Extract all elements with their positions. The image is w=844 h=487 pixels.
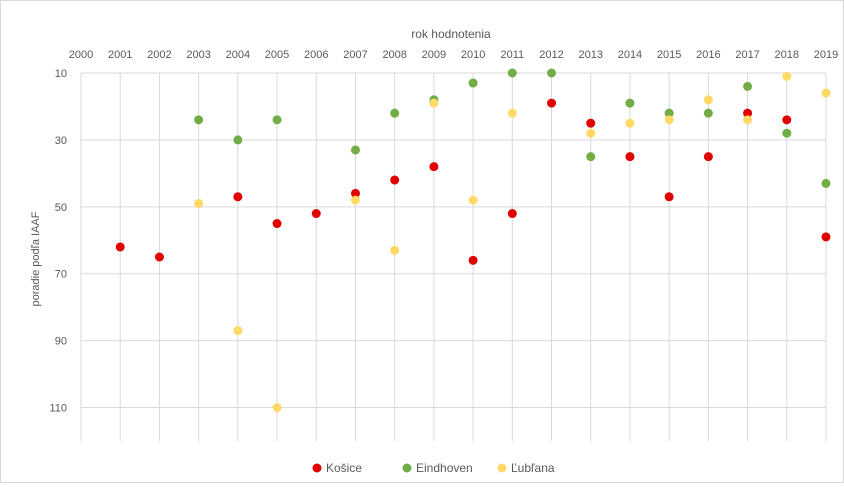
data-point	[547, 68, 557, 78]
data-points	[115, 68, 831, 413]
x-tick-label: 2019	[814, 49, 838, 61]
legend-label: Eindhoven	[416, 461, 473, 475]
legend-item-ľubľana: Ľubľana	[497, 461, 555, 475]
y-tick-label: 90	[55, 336, 67, 348]
data-point	[586, 128, 596, 138]
data-point	[194, 198, 204, 208]
data-point	[468, 195, 478, 205]
gridlines	[80, 72, 827, 441]
legend-marker	[497, 463, 507, 473]
data-point	[821, 88, 831, 98]
data-point	[586, 152, 596, 162]
y-tick-label: 10	[55, 68, 67, 80]
data-point	[350, 188, 360, 198]
data-point	[664, 108, 674, 118]
y-tick-label: 30	[55, 135, 67, 147]
data-point	[115, 242, 125, 252]
x-tick-label: 2016	[696, 49, 720, 61]
data-point	[703, 108, 713, 118]
data-point	[743, 115, 753, 125]
x-tick-label: 2017	[735, 49, 759, 61]
data-point	[547, 98, 557, 108]
y-tick-label: 70	[55, 269, 67, 281]
x-tick-label: 2018	[775, 49, 799, 61]
data-point	[821, 232, 831, 242]
data-point	[429, 162, 439, 172]
x-tick-label: 2006	[304, 49, 328, 61]
legend-item-košice: Košice	[312, 461, 362, 475]
data-point	[350, 195, 360, 205]
y-axis-label: poradie podľa IAAF	[30, 211, 42, 306]
data-point	[390, 245, 400, 255]
data-point	[625, 118, 635, 128]
data-point	[703, 95, 713, 105]
legend-marker	[402, 463, 412, 473]
x-tick-label: 2010	[461, 49, 485, 61]
x-tick-label: 2005	[265, 49, 289, 61]
x-tick-label: 2003	[186, 49, 210, 61]
legend: Košice Eindhoven Ľubľana	[312, 461, 555, 475]
data-point	[154, 252, 164, 262]
legend-item-eindhoven: Eindhoven	[402, 461, 473, 475]
data-point	[272, 115, 282, 125]
data-point	[821, 178, 831, 188]
data-point	[350, 145, 360, 155]
data-point	[468, 255, 478, 265]
data-point	[468, 78, 478, 88]
y-tick-label: 110	[49, 403, 67, 415]
legend-label: Ľubľana	[511, 461, 555, 475]
data-point	[233, 135, 243, 145]
legend-marker	[312, 463, 322, 473]
data-point	[664, 115, 674, 125]
y-tick-label: 50	[55, 202, 67, 214]
data-point	[703, 152, 713, 162]
legend-label: Košice	[326, 461, 362, 475]
data-point	[782, 115, 792, 125]
x-tick-label: 2011	[500, 49, 524, 61]
data-point	[194, 115, 204, 125]
data-point	[311, 209, 321, 219]
data-point	[390, 108, 400, 118]
y-tick-labels: 10 30 50 70 90 110	[49, 68, 67, 415]
data-point	[507, 108, 517, 118]
data-point	[625, 98, 635, 108]
series-košice	[115, 98, 831, 265]
data-point	[743, 81, 753, 91]
x-tick-label: 2015	[657, 49, 681, 61]
data-point	[586, 118, 596, 128]
data-point	[782, 71, 792, 81]
data-point	[664, 192, 674, 202]
x-tick-label: 2008	[382, 49, 406, 61]
x-tick-label: 2012	[539, 49, 563, 61]
x-tick-label: 2004	[226, 49, 250, 61]
data-point	[233, 326, 243, 336]
x-tick-label: 2007	[343, 49, 367, 61]
data-point	[272, 219, 282, 229]
data-point	[429, 98, 439, 108]
x-tick-label: 2002	[147, 49, 171, 61]
x-tick-label: 2014	[618, 49, 642, 61]
data-point	[507, 68, 517, 78]
data-point	[507, 209, 517, 219]
data-point	[233, 192, 243, 202]
x-tick-label: 2013	[578, 49, 602, 61]
x-tick-label: 2009	[422, 49, 446, 61]
x-tick-labels: 2000 2001 2002 2003 2004 2005 2006 2007 2008 2009…	[69, 49, 838, 61]
x-tick-label: 2000	[69, 49, 93, 61]
data-point	[272, 403, 282, 413]
series-eindhoven	[194, 68, 831, 188]
data-point	[782, 128, 792, 138]
x-tick-label: 2001	[108, 49, 132, 61]
series-ľubľana	[194, 71, 831, 413]
data-point	[743, 108, 753, 118]
x-axis-label: rok hodnotenia	[411, 27, 491, 41]
data-point	[625, 152, 635, 162]
data-point	[390, 175, 400, 185]
